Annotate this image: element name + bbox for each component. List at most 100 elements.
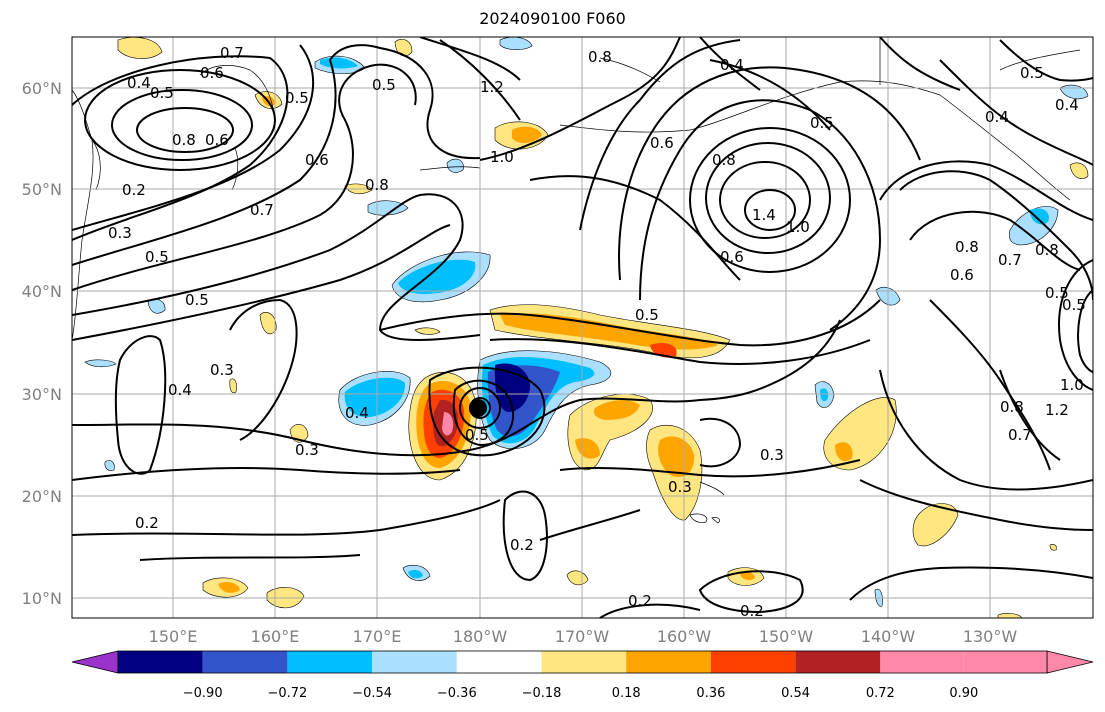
typhoon-marker [469,399,487,417]
map-frame [71,36,1094,619]
contour-label: 0.7 [250,201,274,219]
colorbar-tick: 0.54 [781,686,810,701]
lat-label: 20°N [22,487,62,506]
lon-label: 180°W [453,627,508,646]
lon-label: 150°W [759,627,814,646]
lon-label: 160°W [657,627,712,646]
contour-label: 0.4 [985,108,1009,126]
latitude-labels: 60°N 50°N 40°N 30°N 20°N 10°N [22,79,62,608]
contour-label: 0.4 [1055,96,1079,114]
contour-label: 0.2 [740,602,764,620]
contour-label: 0.8 [588,48,612,66]
contour-label: 0.2 [122,181,146,199]
contour-label: 0.6 [200,64,224,82]
contour-label: 0.7 [998,251,1022,269]
colorbar-tick: 0.90 [949,686,978,701]
contour-label: 0.4 [345,404,369,422]
colorbar-tick: 0.36 [696,686,725,701]
colorbar-ticks: −0.90 −0.72 −0.54 −0.36 −0.18 0.18 0.36 … [183,686,978,701]
colorbar [71,650,1094,674]
colorbar-bin [963,651,1047,673]
colorbar-tick: −0.36 [437,686,477,701]
contour-label: 0.2 [510,536,534,554]
contour-label: 0.3 [210,361,234,379]
map-title: 2024090100 F060 [479,9,626,28]
contour-label: 1.0 [1060,376,1084,394]
lon-label: 130°W [963,627,1018,646]
contour-label: 0.7 [220,44,244,62]
contour-label-group: 0.7 0.6 0.5 0.4 0.5 0.8 0.6 0.2 0.3 0.5 … [108,44,1086,620]
colorbar-tick: −0.90 [183,686,223,701]
colorbar-bin [287,651,373,673]
contour-label: 1.2 [480,78,504,96]
contour-label: 0.8 [172,131,196,149]
contour-label: 1.2 [1045,401,1069,419]
colorbar-extend-high [1046,650,1094,674]
contour-label: 0.4 [720,56,744,74]
contour-label: 0.5 [150,84,174,102]
contour-label: 0.5 [1062,296,1086,314]
contour-label: 0.8 [712,151,736,169]
contour-label: 0.8 [955,238,979,256]
colorbar-bin [202,651,288,673]
lat-label: 60°N [22,79,62,98]
contour-label: 0.3 [760,446,784,464]
contour-label: 0.2 [628,592,652,610]
lat-label: 40°N [22,282,62,301]
contour-label: 0.6 [650,134,674,152]
colorbar-bin [626,651,711,673]
lon-label: 160°E [251,627,300,646]
contour-label: 1.4 [752,206,776,224]
colorbar-bin [541,651,627,673]
colorbar-tick: 0.18 [612,686,641,701]
contour-label: 0.4 [127,74,151,92]
contour-label: 0.5 [465,426,489,444]
contour-label: 0.6 [305,151,329,169]
colorbar-bin [710,651,796,673]
lon-label: 170°W [555,627,610,646]
contour-label: 0.5 [1020,64,1044,82]
contour-label: 1.0 [786,218,810,236]
contour-label: 0.8 [1000,398,1024,416]
contour-label: 0.5 [285,89,309,107]
contour-lines [72,37,1093,618]
contour-label: 0.3 [108,224,132,242]
contour-label: 0.3 [668,478,692,496]
colorbar-bin [880,651,964,673]
colorbar-bin [118,651,203,673]
colorbar-bin [795,651,881,673]
contour-label: 0.8 [1035,241,1059,259]
lon-label: 140°W [861,627,916,646]
colorbar-bin [372,651,457,673]
colorbar-tick: 0.72 [866,686,895,701]
colorbar-tick: −0.72 [267,686,307,701]
lon-label: 150°E [149,627,198,646]
contour-label: 0.5 [185,291,209,309]
colorbar-bin [456,651,542,673]
contour-label: 0.3 [295,441,319,459]
contour-label: 1.0 [490,148,514,166]
longitude-labels: 150°E 160°E 170°E 180°W 170°W 160°W 150°… [149,627,1018,646]
contour-label: 0.6 [720,248,744,266]
contour-label: 0.6 [950,266,974,284]
contour-label: 0.8 [365,176,389,194]
lat-label: 50°N [22,180,62,199]
shaded-field [84,37,1089,618]
contour-label: 0.5 [145,248,169,266]
contour-label: 0.2 [135,514,159,532]
colorbar-tick: −0.18 [522,686,562,701]
lat-label: 10°N [22,589,62,608]
contour-label: 0.7 [1008,426,1032,444]
contour-label: 0.5 [635,306,659,324]
colorbar-extend-low [71,650,119,674]
contour-label: 0.5 [1045,284,1069,302]
contour-label: 0.5 [372,76,396,94]
contour-label: 0.4 [168,381,192,399]
colorbar-tick: −0.54 [352,686,392,701]
lat-label: 30°N [22,385,62,404]
colorbar-frame [117,650,1048,674]
contour-label: 0.5 [810,114,834,132]
contour-label: 0.6 [205,131,229,149]
lon-label: 170°E [353,627,402,646]
